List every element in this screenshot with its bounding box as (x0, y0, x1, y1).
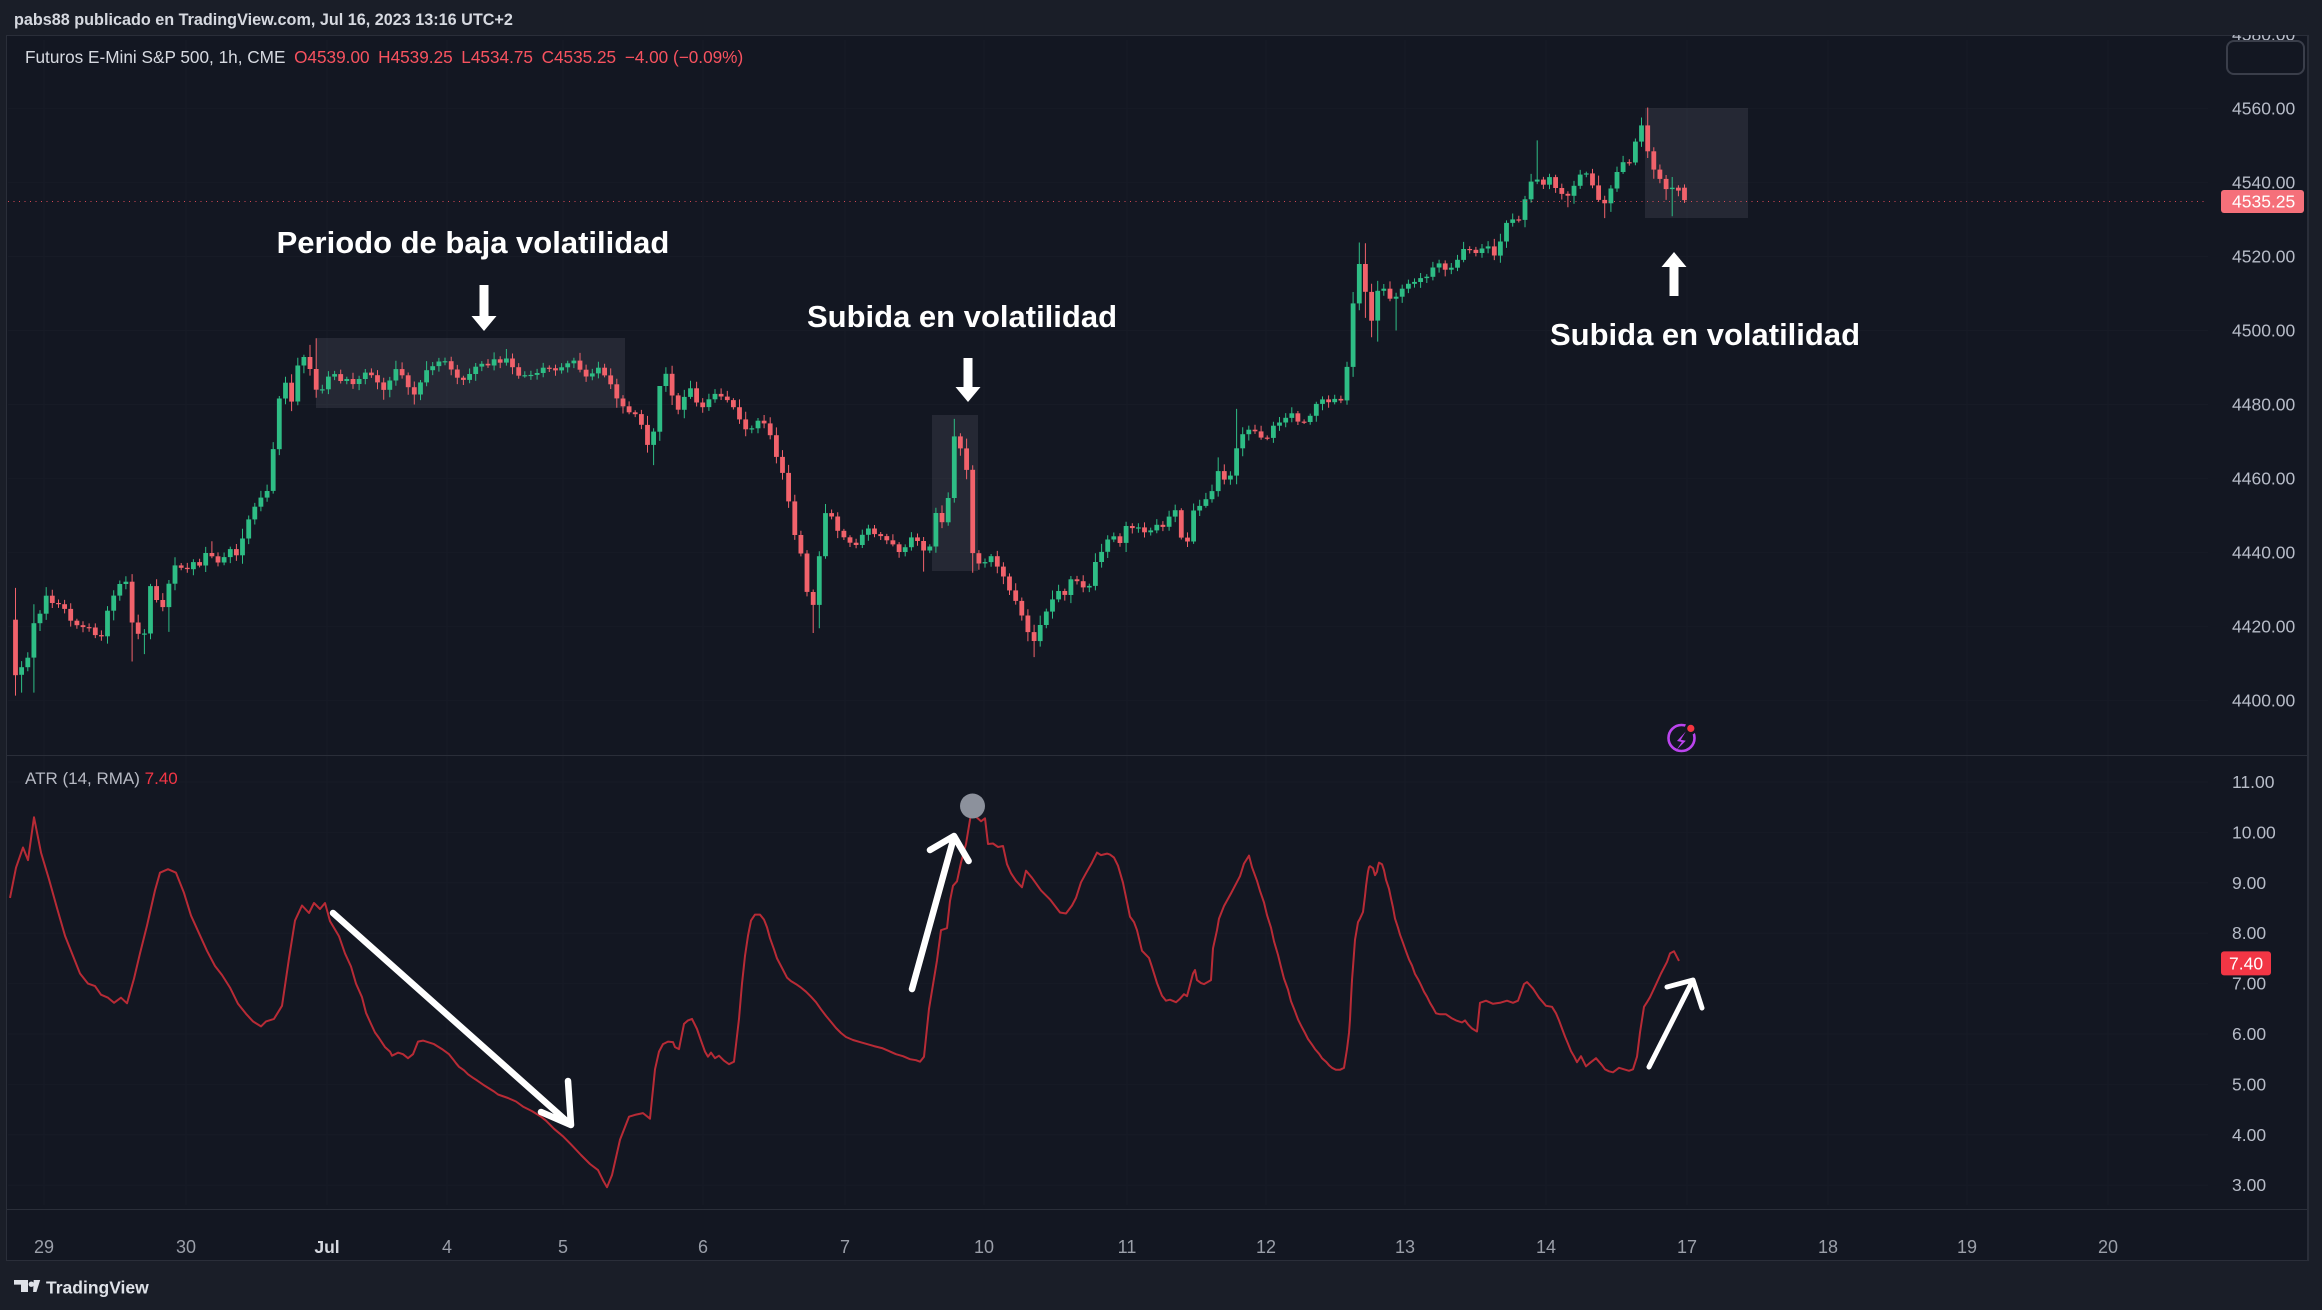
svg-text:13: 13 (1395, 1237, 1415, 1257)
svg-text:pabs88 publicado en TradingVie: pabs88 publicado en TradingView.com, Jul… (14, 11, 513, 29)
svg-text:4540.00: 4540.00 (2232, 173, 2296, 193)
svg-text:11: 11 (1118, 1237, 1137, 1257)
svg-text:4: 4 (442, 1237, 452, 1257)
svg-text:ATR (14, RMA) 7.40: ATR (14, RMA) 7.40 (25, 769, 178, 788)
svg-text:TradingView: TradingView (46, 1278, 149, 1298)
svg-text:Subida en volatilidad: Subida en volatilidad (1550, 317, 1860, 352)
svg-text:12: 12 (1256, 1237, 1276, 1257)
svg-text:7: 7 (840, 1237, 850, 1257)
svg-text:14: 14 (1536, 1237, 1556, 1257)
svg-text:11.00: 11.00 (2232, 772, 2275, 792)
svg-text:6: 6 (698, 1237, 708, 1257)
svg-text:9.00: 9.00 (2232, 873, 2266, 893)
svg-text:18: 18 (1818, 1237, 1838, 1257)
svg-text:7.00: 7.00 (2232, 974, 2266, 994)
svg-text:Subida en volatilidad: Subida en volatilidad (807, 299, 1117, 334)
svg-text:5: 5 (558, 1237, 568, 1257)
svg-text:19: 19 (1957, 1237, 1977, 1257)
svg-text:4500.00: 4500.00 (2232, 321, 2296, 341)
svg-text:8.00: 8.00 (2232, 923, 2266, 943)
svg-text:Jul: Jul (314, 1237, 339, 1257)
svg-text:4520.00: 4520.00 (2232, 247, 2296, 267)
svg-text:4420.00: 4420.00 (2232, 616, 2296, 636)
svg-text:Periodo de baja volatilidad: Periodo de baja volatilidad (277, 225, 670, 260)
svg-text:Futuros E-Mini S&P 500, 1h, CM: Futuros E-Mini S&P 500, 1h, CME O4539.00… (25, 47, 743, 67)
svg-text:4440.00: 4440.00 (2232, 542, 2296, 562)
svg-text:20: 20 (2098, 1237, 2118, 1257)
svg-text:4460.00: 4460.00 (2232, 468, 2296, 488)
svg-text:6.00: 6.00 (2232, 1024, 2266, 1044)
svg-text:7.40: 7.40 (2229, 953, 2263, 973)
svg-text:29: 29 (34, 1237, 54, 1257)
svg-text:4480.00: 4480.00 (2232, 395, 2296, 415)
svg-text:17: 17 (1677, 1237, 1697, 1257)
svg-text:10.00: 10.00 (2232, 822, 2276, 842)
svg-text:30: 30 (176, 1237, 196, 1257)
svg-text:3.00: 3.00 (2232, 1175, 2266, 1195)
svg-text:10: 10 (974, 1237, 994, 1257)
svg-text:4535.25: 4535.25 (2232, 192, 2295, 212)
svg-text:5.00: 5.00 (2232, 1074, 2266, 1094)
svg-text:4400.00: 4400.00 (2232, 690, 2296, 710)
svg-text:4560.00: 4560.00 (2232, 99, 2296, 119)
svg-text:4.00: 4.00 (2232, 1125, 2266, 1145)
